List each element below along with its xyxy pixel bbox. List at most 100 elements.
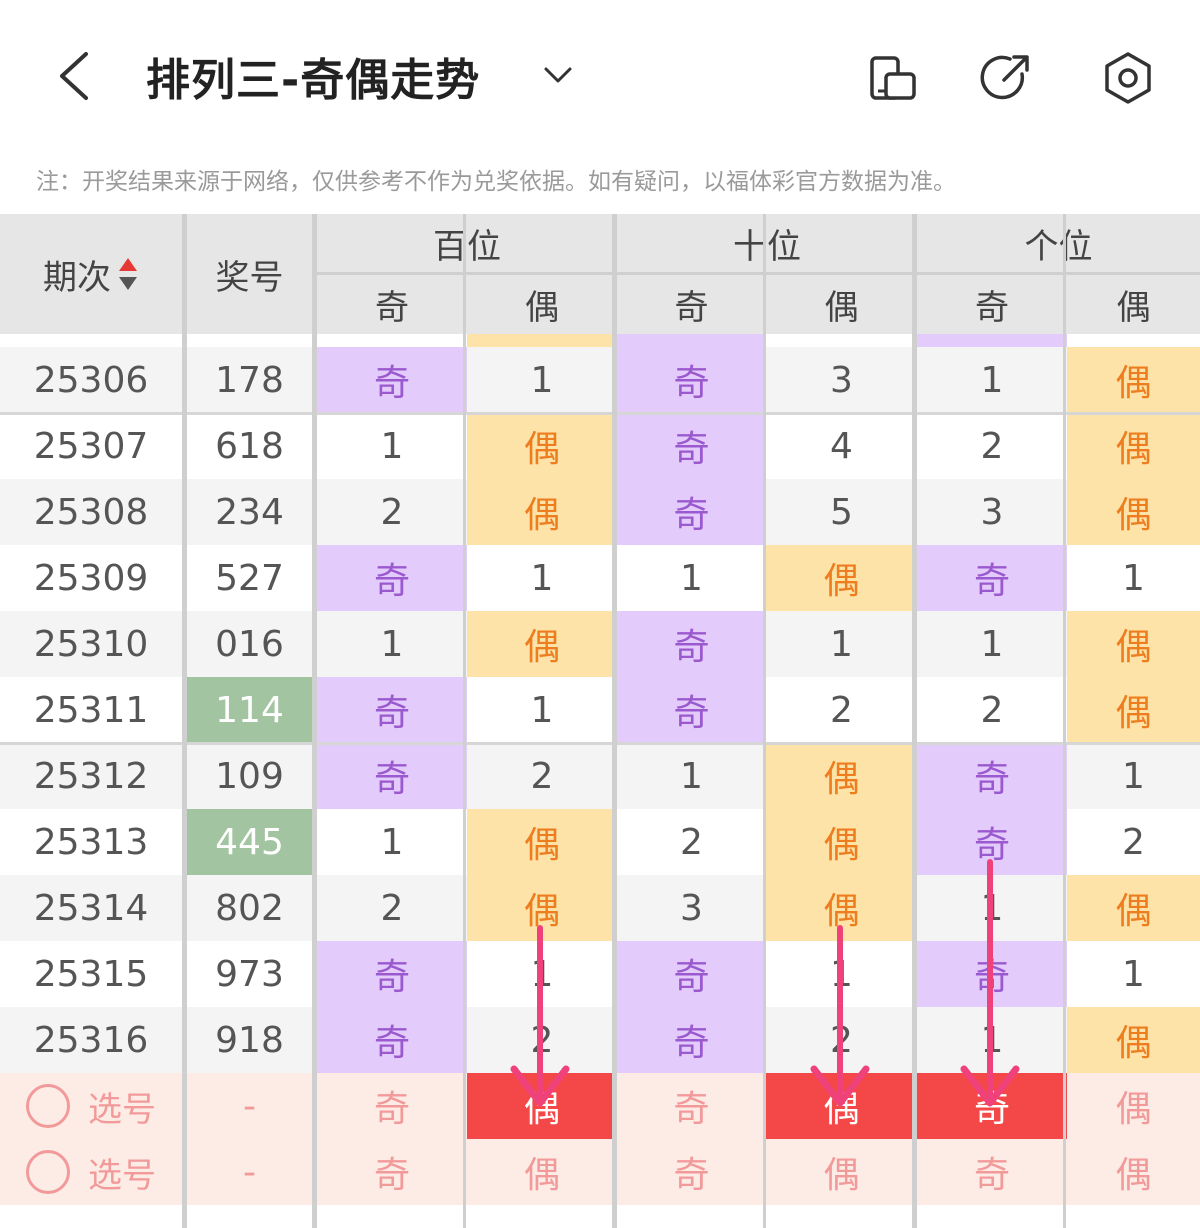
parity-cell: 奇 [917, 743, 1067, 809]
header-divider [317, 272, 617, 275]
parity-cell: 奇 [617, 677, 766, 743]
parity-cell: 2 [980, 689, 1004, 731]
parity-cell: 偶 [467, 875, 617, 941]
pick-option-cell[interactable]: 偶 [1067, 1139, 1200, 1205]
parity-cell: 奇 [317, 545, 467, 611]
radio-circle-icon[interactable] [26, 1084, 70, 1128]
row-group-divider [0, 742, 1200, 745]
parity-cell: 偶 [766, 545, 917, 611]
number-cell: 918 [215, 1019, 284, 1061]
parity-cell: 2 [830, 689, 853, 731]
pick-option-cell[interactable]: 奇 [917, 1073, 1067, 1139]
parity-cell: 偶 [1067, 479, 1200, 545]
parity-cell: 偶 [467, 611, 617, 677]
pick-option-cell[interactable]: 奇 [317, 1073, 467, 1139]
parity-cell: 1 [980, 1019, 1004, 1061]
sub-header: 奇 [617, 275, 766, 334]
settings-icon[interactable] [1098, 48, 1158, 108]
period-cell: 25306 [33, 359, 149, 401]
parity-cell: 奇 [617, 413, 766, 479]
parity-cell: 4 [830, 425, 853, 467]
table-row [0, 347, 1200, 413]
parity-cell: 2 [680, 821, 703, 863]
chevron-down-icon[interactable] [538, 60, 578, 90]
column-divider [912, 214, 917, 1228]
period-cell: 25312 [33, 755, 149, 797]
parity-cell: 偶 [766, 809, 917, 875]
parity-cell: 3 [980, 491, 1004, 533]
sort-icon[interactable] [117, 254, 139, 294]
parity-cell: 2 [530, 755, 554, 797]
number-cell: 114 [182, 677, 317, 743]
parity-cell: 奇 [917, 545, 1067, 611]
pick-option-cell[interactable]: 偶 [467, 1073, 617, 1139]
header-divider [917, 272, 1200, 275]
parity-cell: 3 [680, 887, 703, 929]
parity-cell: 1 [680, 557, 703, 599]
device-toggle-icon[interactable] [864, 48, 924, 108]
parity-cell: 偶 [467, 413, 617, 479]
pick-option-cell[interactable]: 奇 [317, 1139, 467, 1205]
parity-cell: 奇 [317, 347, 467, 413]
pick-number-cell: - [182, 1073, 317, 1139]
period-cell: 25308 [33, 491, 149, 533]
number-cell: 527 [215, 557, 284, 599]
pick-number-cell: - [182, 1139, 317, 1205]
column-divider [463, 214, 466, 1228]
period-cell: 25310 [33, 623, 149, 665]
pick-option-cell[interactable]: 奇 [617, 1139, 766, 1205]
number-header: 奖号 [182, 214, 317, 334]
parity-cell: 1 [1122, 953, 1145, 995]
group-header: 个位 [917, 214, 1200, 272]
top-bar: 排列三-奇偶走势 [0, 0, 1200, 150]
back-icon[interactable] [48, 46, 108, 106]
parity-cell: 奇 [317, 941, 467, 1007]
pick-option-cell[interactable]: 奇 [617, 1073, 766, 1139]
parity-cell: 2 [980, 425, 1004, 467]
parity-cell: 2 [380, 491, 404, 533]
period-cell: 25311 [33, 689, 149, 731]
pick-row-label: 选号 [88, 1089, 156, 1130]
parity-cell: 偶 [467, 809, 617, 875]
parity-cell: 2 [830, 1019, 853, 1061]
parity-cell: 奇 [317, 1007, 467, 1073]
trend-table: 253054972偶奇2奇325306178奇1奇31偶253076181偶奇4… [0, 214, 1200, 1228]
number-cell: 234 [215, 491, 284, 533]
parity-cell: 偶 [766, 875, 917, 941]
parity-cell: 奇 [317, 743, 467, 809]
pick-option-cell[interactable]: 奇 [917, 1139, 1067, 1205]
page-title[interactable]: 排列三-奇偶走势 [146, 55, 481, 106]
number-cell: 445 [182, 809, 317, 875]
share-icon[interactable] [976, 48, 1036, 108]
pick-option-cell[interactable]: 偶 [766, 1073, 917, 1139]
parity-cell: 奇 [317, 677, 467, 743]
pick-row-toggle[interactable]: 选号 [0, 1139, 182, 1205]
parity-cell: 1 [830, 623, 853, 665]
parity-cell: 1 [680, 755, 703, 797]
period-cell: 25309 [33, 557, 149, 599]
period-cell: 25315 [33, 953, 149, 995]
parity-cell: 2 [380, 887, 404, 929]
parity-cell: 1 [1122, 755, 1145, 797]
column-divider [182, 214, 187, 1228]
period-header[interactable]: 期次 [0, 214, 182, 334]
parity-cell: 偶 [766, 743, 917, 809]
pick-option-cell[interactable]: 偶 [766, 1139, 917, 1205]
parity-cell: 奇 [617, 611, 766, 677]
column-divider [1063, 214, 1066, 1228]
parity-cell: 奇 [617, 479, 766, 545]
sub-header: 奇 [917, 275, 1067, 334]
parity-cell: 偶 [1067, 347, 1200, 413]
column-divider [312, 214, 317, 1228]
parity-cell: 奇 [917, 809, 1067, 875]
number-cell: 618 [215, 425, 284, 467]
pick-row-toggle[interactable]: 选号 [0, 1073, 182, 1139]
group-header: 十位 [617, 214, 917, 272]
parity-cell: 偶 [1067, 677, 1200, 743]
radio-circle-icon[interactable] [26, 1150, 70, 1194]
table-row [0, 1007, 1200, 1073]
pick-option-cell[interactable]: 偶 [1067, 1073, 1200, 1139]
parity-cell: 1 [530, 953, 554, 995]
parity-cell: 5 [830, 491, 853, 533]
pick-option-cell[interactable]: 偶 [467, 1139, 617, 1205]
